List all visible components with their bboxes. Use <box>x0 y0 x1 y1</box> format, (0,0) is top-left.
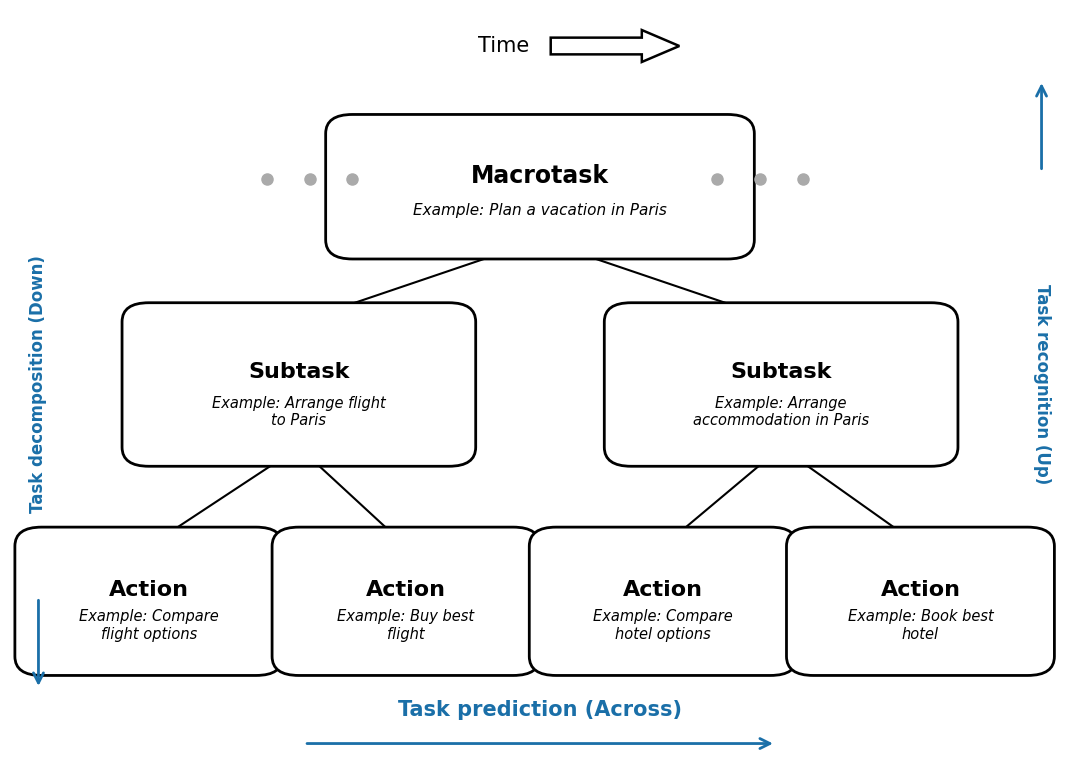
Text: Action: Action <box>880 581 960 601</box>
Text: Example: Buy best
flight: Example: Buy best flight <box>337 609 474 642</box>
Text: Task recognition (Up): Task recognition (Up) <box>1032 285 1051 484</box>
Polygon shape <box>551 30 679 62</box>
Text: Example: Arrange
accommodation in Paris: Example: Arrange accommodation in Paris <box>693 396 869 428</box>
FancyBboxPatch shape <box>786 527 1054 675</box>
Text: Task prediction (Across): Task prediction (Across) <box>399 700 681 720</box>
Text: Action: Action <box>623 581 703 601</box>
FancyBboxPatch shape <box>122 303 475 466</box>
Text: Subtask: Subtask <box>248 362 350 382</box>
Text: Action: Action <box>366 581 446 601</box>
FancyBboxPatch shape <box>605 303 958 466</box>
Text: Macrotask: Macrotask <box>471 164 609 188</box>
FancyBboxPatch shape <box>326 115 754 259</box>
FancyBboxPatch shape <box>529 527 797 675</box>
Text: Subtask: Subtask <box>730 362 832 382</box>
Text: Example: Book best
hotel: Example: Book best hotel <box>848 609 994 642</box>
FancyBboxPatch shape <box>15 527 283 675</box>
Text: Action: Action <box>109 581 189 601</box>
Text: Example: Plan a vacation in Paris: Example: Plan a vacation in Paris <box>413 203 667 218</box>
Text: Time: Time <box>478 36 529 56</box>
Text: Example: Compare
hotel options: Example: Compare hotel options <box>593 609 733 642</box>
Text: Example: Arrange flight
to Paris: Example: Arrange flight to Paris <box>212 396 386 428</box>
FancyBboxPatch shape <box>272 527 540 675</box>
Text: Example: Compare
flight options: Example: Compare flight options <box>79 609 219 642</box>
Text: Task decomposition (Down): Task decomposition (Down) <box>29 255 48 514</box>
